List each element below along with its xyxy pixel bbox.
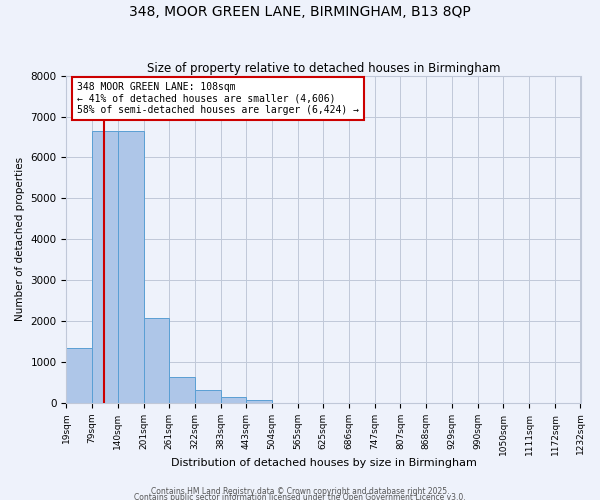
Bar [92,131,118,403]
Bar [118,131,143,403]
Text: 348 MOOR GREEN LANE: 108sqm
← 41% of detached houses are smaller (4,606)
58% of : 348 MOOR GREEN LANE: 108sqm ← 41% of det… [77,82,359,116]
Text: Contains public sector information licensed under the Open Government Licence v3: Contains public sector information licen… [134,492,466,500]
X-axis label: Distribution of detached houses by size in Birmingham: Distribution of detached houses by size … [170,458,476,468]
Bar [169,377,195,403]
Bar [246,400,272,403]
Bar [221,396,246,403]
Bar [143,318,169,403]
Bar [195,390,221,403]
Bar [67,348,92,403]
Y-axis label: Number of detached properties: Number of detached properties [15,157,25,322]
Title: Size of property relative to detached houses in Birmingham: Size of property relative to detached ho… [147,62,500,74]
Text: 348, MOOR GREEN LANE, BIRMINGHAM, B13 8QP: 348, MOOR GREEN LANE, BIRMINGHAM, B13 8Q… [129,5,471,19]
Text: Contains HM Land Registry data © Crown copyright and database right 2025.: Contains HM Land Registry data © Crown c… [151,486,449,496]
